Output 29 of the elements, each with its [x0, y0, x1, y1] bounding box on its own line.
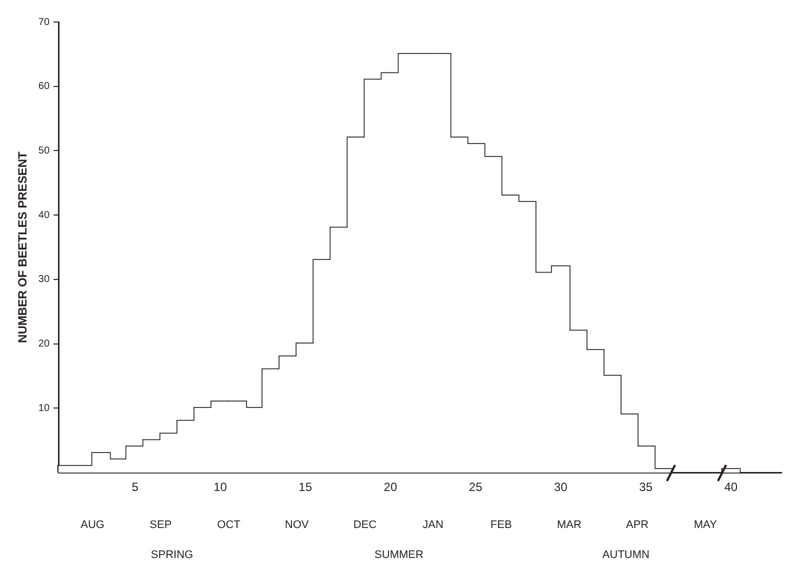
text: FEB	[490, 519, 512, 532]
x-tick-label: 10	[214, 480, 228, 494]
y-tick-label: 40	[38, 210, 50, 221]
y-tick-label: 60	[38, 81, 50, 92]
x-tick-label: 40	[724, 480, 738, 494]
text: APR	[626, 519, 649, 532]
y-tick-label: 30	[38, 274, 50, 286]
y-tick-label: 20	[38, 338, 50, 350]
text: AUG	[80, 519, 104, 532]
text: SEP	[150, 519, 172, 532]
text: SPRING	[150, 549, 194, 562]
text: MAR	[556, 519, 582, 532]
x-tick-label: 15	[298, 480, 312, 494]
x-tick-label: 5	[132, 480, 139, 494]
x-tick-label: 20	[384, 480, 398, 494]
y-tick-label: 10	[38, 402, 50, 414]
text: JAN	[422, 519, 444, 532]
y-axis-title: NUMBER OF BEETLES PRESENT	[16, 150, 30, 343]
text: NOV	[284, 519, 310, 532]
text: AUTUMN	[602, 549, 650, 562]
y-tick-label: 70	[38, 16, 50, 28]
text: OCT	[217, 519, 241, 532]
y-tick-label: 50	[38, 145, 50, 156]
text: DEC	[353, 519, 377, 532]
text: MAY	[694, 519, 718, 532]
x-tick-label: 35	[639, 480, 653, 494]
text: SUMMER	[374, 549, 424, 562]
x-tick-label: 25	[468, 480, 483, 494]
x-tick-label: 30	[554, 480, 568, 494]
